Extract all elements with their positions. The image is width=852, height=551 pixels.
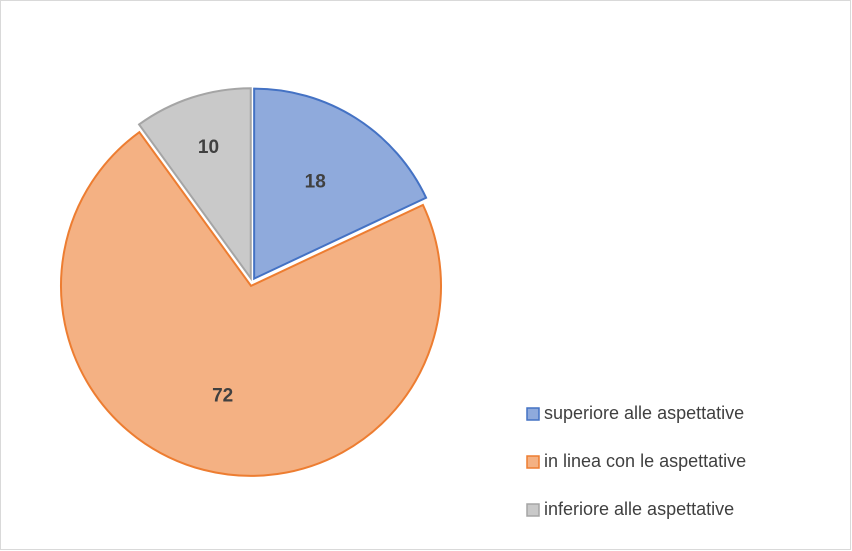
pie-slice <box>137 87 252 282</box>
legend-label: inferiore alle aspettative <box>544 499 734 519</box>
legend-label: superiore alle aspettative <box>544 403 744 423</box>
data-label: 10 <box>198 137 219 158</box>
legend-swatch <box>526 503 540 517</box>
legend-label: in linea con le aspettative <box>544 451 746 471</box>
legend-swatch <box>526 455 540 469</box>
pie-slice <box>60 130 442 477</box>
legend-swatch <box>526 407 540 421</box>
data-label: 72 <box>212 385 233 406</box>
pie-slice <box>253 87 428 281</box>
data-label: 18 <box>305 171 326 192</box>
